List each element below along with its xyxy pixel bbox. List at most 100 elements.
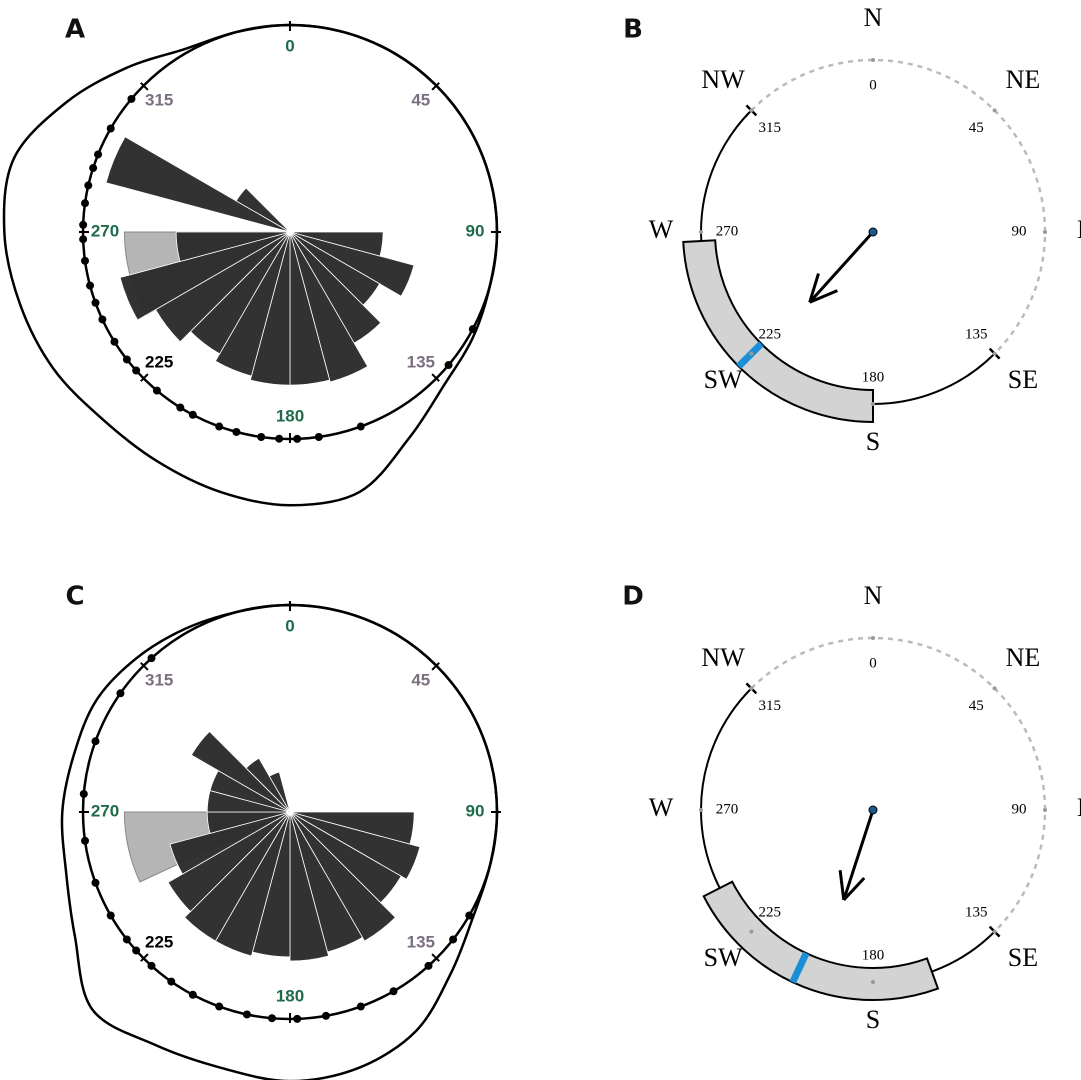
angle-tick — [871, 402, 875, 406]
observation — [444, 361, 453, 370]
tick-mark — [140, 373, 149, 382]
angle-label: 0 — [869, 655, 877, 671]
observation — [356, 422, 365, 431]
angle-tick — [871, 58, 875, 62]
angle-tick — [871, 636, 875, 640]
observation — [257, 432, 266, 441]
observation — [132, 366, 141, 375]
rose-wedge — [169, 811, 291, 875]
observation — [465, 911, 474, 920]
angle-tick — [1043, 808, 1047, 812]
observation — [293, 1014, 302, 1023]
angle-tick — [749, 351, 754, 356]
angle-label: 225 — [145, 932, 173, 951]
rose-wedge — [289, 231, 369, 383]
observation — [242, 1010, 251, 1019]
angle-label: 90 — [466, 221, 485, 240]
observation — [147, 654, 156, 663]
angle-label: 315 — [759, 120, 782, 136]
rose-wedge — [289, 811, 421, 880]
angle-label: 270 — [716, 223, 739, 239]
panel-label: C — [65, 582, 84, 612]
angle-label: 270 — [716, 801, 739, 817]
observation — [167, 977, 176, 986]
angle-tick — [699, 808, 703, 812]
angle-tick — [992, 351, 997, 356]
angle-label: 225 — [759, 327, 782, 343]
angle-label: 45 — [969, 120, 984, 136]
angle-tick — [992, 929, 997, 934]
rose-wedge — [184, 811, 291, 942]
mean-arrow — [842, 809, 875, 901]
panel-label: B — [623, 15, 643, 45]
rose-wedge — [214, 231, 291, 377]
rose-wedge — [190, 730, 291, 813]
panel-label: A — [65, 15, 85, 45]
observation — [127, 94, 136, 103]
rose-wedge — [268, 771, 291, 813]
angle-label: 270 — [91, 221, 119, 240]
tick-mark — [431, 82, 440, 91]
angle-label: 315 — [145, 671, 173, 690]
rose-wedge — [119, 231, 291, 321]
angle-label: 45 — [411, 91, 430, 110]
observation — [91, 737, 100, 746]
angle-label: 135 — [965, 327, 988, 343]
tick-mark — [140, 82, 149, 91]
observation — [89, 164, 98, 173]
direction-label: N — [864, 3, 883, 32]
observation — [424, 961, 433, 970]
angle-tick — [871, 980, 875, 984]
angle-label: 225 — [759, 905, 782, 921]
observation — [116, 689, 125, 698]
direction-label: W — [649, 215, 674, 244]
arrow-head — [808, 273, 820, 303]
observation — [321, 1011, 330, 1020]
direction-label: W — [649, 793, 674, 822]
observation — [81, 256, 90, 265]
tick-mark — [431, 953, 440, 962]
direction-label: SE — [1008, 365, 1038, 394]
angle-label: 180 — [276, 406, 304, 425]
observation — [147, 961, 156, 970]
rose-wedge — [105, 136, 291, 233]
marker — [789, 951, 810, 984]
angle-label: 315 — [759, 698, 782, 714]
direction-label: NE — [1006, 643, 1041, 672]
observation — [293, 434, 302, 443]
rose-wedge — [175, 231, 291, 262]
angle-label: 45 — [411, 671, 430, 690]
observation — [81, 199, 90, 208]
observation — [122, 935, 131, 944]
angle-label: 135 — [407, 932, 435, 951]
direction-label: SW — [704, 943, 743, 972]
direction-label: S — [866, 1005, 880, 1034]
mean-arrow — [808, 230, 875, 304]
interval-band — [682, 239, 874, 424]
tick-mark — [140, 953, 149, 962]
direction-label: E — [1077, 793, 1081, 822]
angle-tick — [992, 108, 997, 113]
angle-tick — [749, 108, 754, 113]
angle-label: 135 — [965, 905, 988, 921]
observation — [106, 911, 115, 920]
tick-mark — [431, 373, 440, 382]
observation — [132, 946, 141, 955]
angle-label: 180 — [862, 947, 885, 963]
arrow-head — [842, 877, 866, 901]
observation — [389, 987, 398, 996]
angle-label: 0 — [285, 616, 294, 635]
observation — [267, 1014, 276, 1023]
observation — [275, 434, 284, 443]
observation — [122, 355, 131, 364]
observation — [98, 315, 107, 324]
angle-tick — [749, 686, 754, 691]
observation — [188, 990, 197, 999]
observation — [232, 427, 241, 436]
rose-wedge — [289, 231, 415, 297]
observation — [79, 220, 88, 229]
observation — [215, 1002, 224, 1011]
panel-label: D — [622, 582, 644, 612]
observation — [94, 150, 103, 159]
